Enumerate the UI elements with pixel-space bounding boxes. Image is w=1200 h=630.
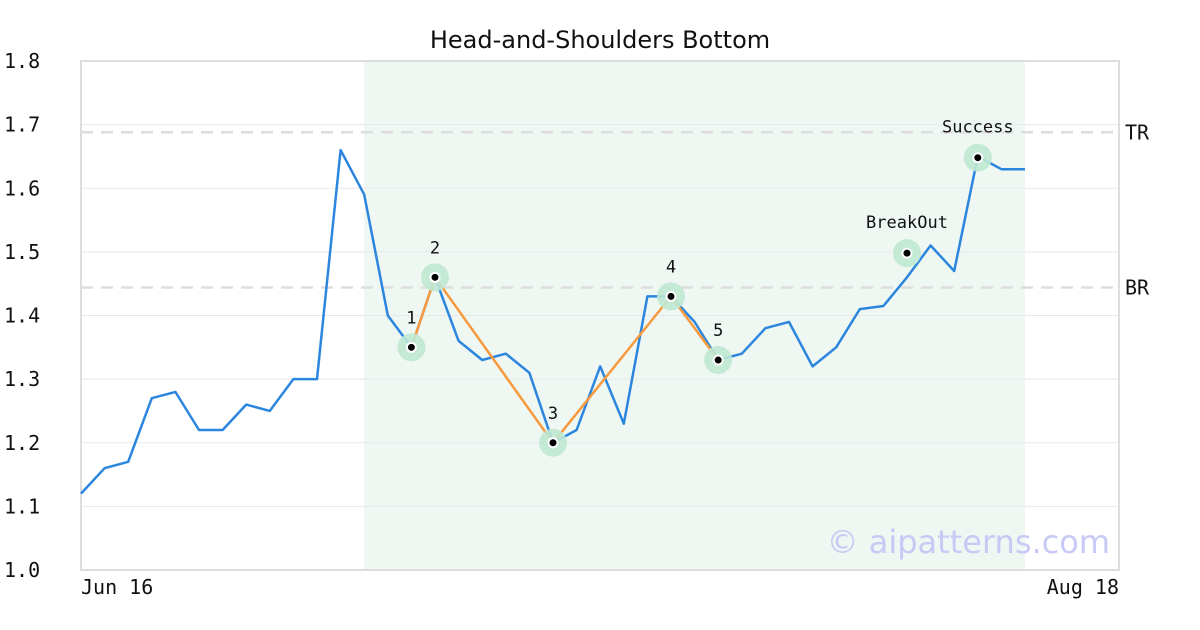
y-axis: 1.0 1.1 1.2 1.3 1.4 1.5 1.6 1.7 1.8 xyxy=(4,49,40,582)
marker-dot xyxy=(429,271,441,283)
marker-dot xyxy=(901,247,913,259)
marker-label: 4 xyxy=(666,257,676,277)
reference-lines: TR BR xyxy=(81,120,1150,300)
y-tick-label: 1.7 xyxy=(4,113,40,137)
markers: 1 2 3 4 5 BreakOut Success xyxy=(397,118,1014,457)
marker-label: BreakOut xyxy=(866,213,948,233)
marker-label: 2 xyxy=(430,238,440,258)
marker-dot xyxy=(547,437,559,449)
y-tick-label: 1.1 xyxy=(4,494,40,518)
y-tick-label: 1.4 xyxy=(4,304,40,328)
y-tick-label: 1.3 xyxy=(4,367,40,391)
y-tick-label: 1.8 xyxy=(4,49,40,73)
marker-label: 5 xyxy=(713,321,723,341)
watermark: © aipatterns.com xyxy=(827,523,1110,561)
x-axis: Jun 16 Aug 18 xyxy=(81,575,1119,599)
y-tick-label: 1.6 xyxy=(4,176,40,200)
x-tick-label: Jun 16 xyxy=(81,575,153,599)
marker-dot xyxy=(712,354,724,366)
marker-dot xyxy=(405,341,417,353)
marker-label: 3 xyxy=(548,404,558,424)
marker-label: Success xyxy=(942,118,1014,138)
y-tick-label: 1.0 xyxy=(4,558,40,582)
y-tick-label: 1.5 xyxy=(4,240,40,264)
marker-dot xyxy=(972,152,984,164)
reference-line-label: BR xyxy=(1125,276,1150,300)
marker-label: 1 xyxy=(406,308,416,328)
chart-title: Head-and-Shoulders Bottom xyxy=(430,26,770,54)
y-tick-label: 1.2 xyxy=(4,431,40,455)
reference-line-label: TR xyxy=(1125,120,1150,144)
marker-dot xyxy=(665,290,677,302)
x-tick-label: Aug 18 xyxy=(1047,575,1119,599)
plot-frame xyxy=(80,60,1120,571)
